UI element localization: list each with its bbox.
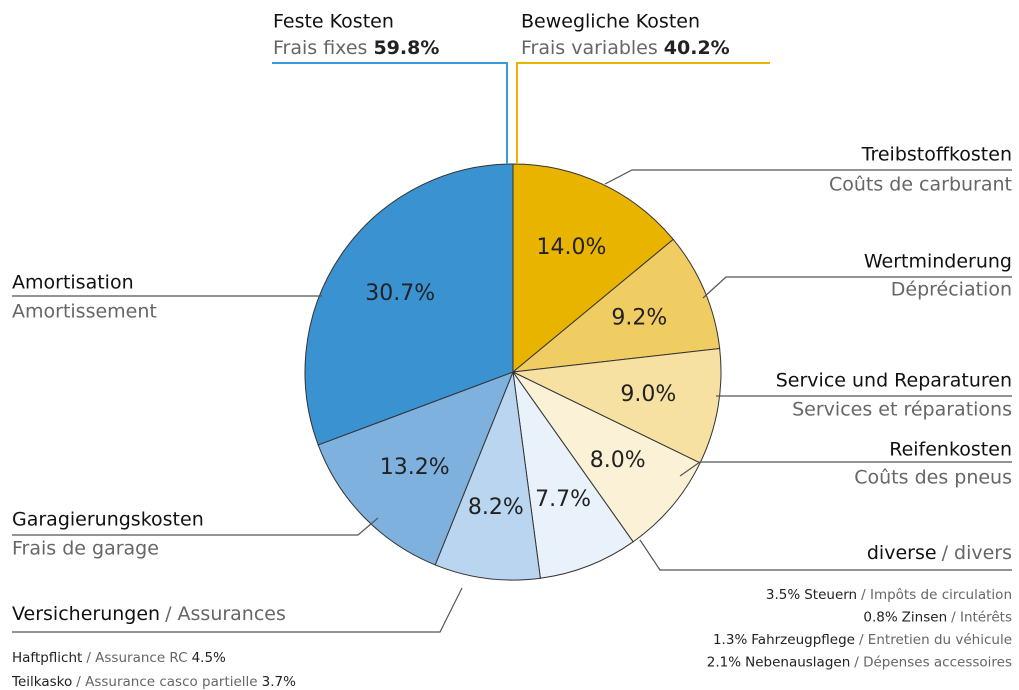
- category-de: diverse: [867, 542, 937, 564]
- item-fr: / Impôts de circulation: [861, 587, 1012, 603]
- category-label: Treibstoffkosten: [861, 144, 1012, 166]
- insurance-item: Haftpflicht / Assurance RC 4.5%: [12, 650, 226, 666]
- category-label-fr: Dépréciation: [891, 279, 1012, 301]
- diverse-item: 2.1% Nebenauslagen / Dépenses accessoires: [707, 655, 1012, 671]
- item-share: 1.3%: [713, 632, 747, 648]
- category-label-fr: Coûts de carburant: [829, 174, 1012, 196]
- category-label: Amortisation: [12, 272, 134, 294]
- item-fr: / Entretien du véhicule: [859, 632, 1012, 648]
- leader-line: [702, 276, 1012, 299]
- category-label: Reifenkosten: [889, 439, 1012, 461]
- diverse-item: 0.8% Zinsen / Intérêts: [863, 610, 1012, 626]
- item-fr: / Intérêts: [951, 610, 1012, 626]
- slice-value-label: 14.0%: [537, 235, 607, 260]
- item-de: Fahrzeugpflege: [751, 632, 855, 648]
- item-share: 3.5%: [766, 587, 800, 603]
- diverse-item: 3.5% Steuern / Impôts de circulation: [766, 587, 1012, 603]
- category-label: diverse / divers: [867, 542, 1012, 564]
- category-label-fr: Coûts des pneus: [854, 467, 1012, 489]
- item-fr: / Assurance RC: [86, 650, 187, 666]
- group-share: 40.2%: [664, 37, 730, 59]
- item-de: Nebenauslagen: [745, 655, 850, 671]
- group-line: [272, 62, 508, 164]
- group-line: [516, 62, 770, 164]
- category-fr: / divers: [942, 542, 1012, 564]
- group-fr: Frais variables: [521, 37, 658, 59]
- group-title: Feste Kosten: [273, 11, 394, 33]
- slice-value-label: 13.2%: [380, 455, 450, 480]
- item-fr: / Assurance casco partielle: [76, 674, 257, 690]
- slice-value-label: 9.2%: [611, 305, 667, 330]
- pie-slice: [511, 347, 722, 464]
- group-title: Bewegliche Kosten: [521, 11, 700, 33]
- pie-slice: [304, 163, 514, 446]
- category-label-fr: Frais de garage: [12, 538, 159, 560]
- slice-value-label: 30.7%: [365, 281, 435, 306]
- category-label: Versicherungen / Assurances: [12, 603, 286, 625]
- slice-value-label: 8.2%: [468, 495, 524, 520]
- pie-slice: [317, 371, 514, 566]
- item-de: Steuern: [804, 587, 857, 603]
- item-share: 0.8%: [863, 610, 897, 626]
- leader-line: [679, 461, 1012, 477]
- leader-line: [639, 539, 1012, 571]
- leader-line: [12, 587, 463, 633]
- pie-slice: [512, 371, 634, 579]
- category-label-fr: Services et réparations: [792, 399, 1012, 421]
- slice-value-label: 8.0%: [590, 448, 646, 473]
- item-share: 2.1%: [707, 655, 741, 671]
- category-label: Garagierungskosten: [12, 509, 204, 531]
- leader-line: [604, 169, 1012, 185]
- pie-slice: [511, 238, 721, 373]
- item-de: Zinsen: [902, 610, 947, 626]
- leader-line: [12, 517, 379, 536]
- group-subtitle: Frais variables 40.2%: [521, 37, 730, 59]
- group-subtitle: Frais fixes 59.8%: [273, 37, 439, 59]
- category-fr: / Assurances: [165, 603, 286, 625]
- group-share: 59.8%: [373, 37, 439, 59]
- category-de: Versicherungen: [12, 603, 160, 625]
- category-label-fr: Amortissement: [12, 301, 157, 323]
- category-label: Wertminderung: [864, 251, 1012, 273]
- slice-value-label: 9.0%: [620, 382, 676, 407]
- diverse-item: 1.3% Fahrzeugpflege / Entretien du véhicul…: [713, 632, 1012, 648]
- item-share: 3.7%: [262, 674, 296, 690]
- item-de: Teilkasko: [11, 674, 72, 690]
- group-fr: Frais fixes: [273, 37, 367, 59]
- category-label: Service und Reparaturen: [776, 370, 1012, 392]
- item-share: 4.5%: [192, 650, 226, 666]
- item-fr: / Dépenses accessoires: [854, 655, 1012, 671]
- item-de: Haftpflicht: [12, 650, 82, 666]
- pie-slice: [512, 371, 701, 543]
- insurance-item: Teilkasko / Assurance casco partielle 3.7%: [11, 674, 296, 690]
- pie-slice: [434, 370, 541, 581]
- pie-slice: [512, 163, 674, 374]
- slice-value-label: 7.7%: [535, 487, 591, 512]
